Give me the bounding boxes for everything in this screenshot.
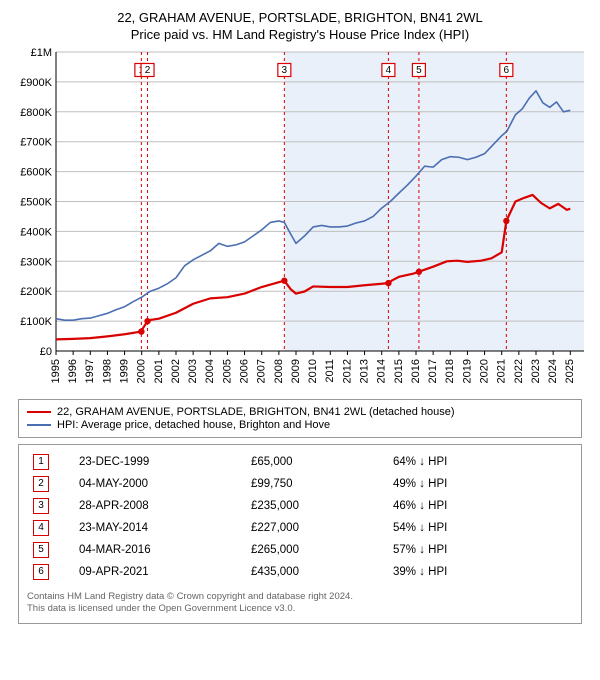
transaction-marker: 3: [33, 498, 49, 514]
legend-item: HPI: Average price, detached house, Brig…: [27, 419, 573, 431]
svg-text:2004: 2004: [204, 359, 216, 383]
svg-text:2023: 2023: [530, 359, 542, 383]
transaction-price: £99,750: [245, 473, 387, 495]
svg-text:£900K: £900K: [20, 77, 52, 89]
svg-text:£700K: £700K: [20, 137, 52, 149]
transaction-price: £227,000: [245, 517, 387, 539]
transaction-vs-hpi: 49% ↓ HPI: [387, 473, 573, 495]
svg-text:1995: 1995: [50, 359, 62, 383]
svg-text:2011: 2011: [324, 359, 336, 383]
svg-text:£1M: £1M: [31, 48, 52, 59]
svg-text:2010: 2010: [307, 359, 319, 383]
transaction-row: 2 04-MAY-2000£99,75049% ↓ HPI: [27, 473, 573, 495]
transaction-date: 04-MAY-2000: [73, 473, 245, 495]
chart-subtitle: Price paid vs. HM Land Registry's House …: [10, 27, 590, 42]
svg-text:2025: 2025: [564, 359, 576, 383]
transaction-vs-hpi: 64% ↓ HPI: [387, 451, 573, 473]
transaction-date: 09-APR-2021: [73, 561, 245, 583]
svg-text:£400K: £400K: [20, 226, 52, 238]
svg-text:2014: 2014: [376, 359, 388, 383]
svg-text:1998: 1998: [101, 359, 113, 383]
transaction-date: 23-MAY-2014: [73, 517, 245, 539]
svg-text:2021: 2021: [496, 359, 508, 383]
transaction-price: £435,000: [245, 561, 387, 583]
svg-text:2006: 2006: [238, 359, 250, 383]
transaction-row: 4 23-MAY-2014£227,00054% ↓ HPI: [27, 517, 573, 539]
transaction-vs-hpi: 46% ↓ HPI: [387, 495, 573, 517]
svg-text:2008: 2008: [273, 359, 285, 383]
price-chart: £0 £100K £200K £300K £400K £500K £600K £700K £80…: [10, 48, 590, 393]
svg-text:4: 4: [386, 65, 392, 76]
transaction-marker: 5: [33, 542, 49, 558]
svg-text:£600K: £600K: [20, 167, 52, 179]
transaction-vs-hpi: 39% ↓ HPI: [387, 561, 573, 583]
svg-text:2009: 2009: [290, 359, 302, 383]
svg-text:£500K: £500K: [20, 197, 52, 209]
svg-text:£300K: £300K: [20, 256, 52, 268]
svg-text:2018: 2018: [444, 359, 456, 383]
transaction-marker: 2: [33, 476, 49, 492]
svg-text:2012: 2012: [341, 359, 353, 383]
svg-text:2020: 2020: [478, 359, 490, 383]
svg-text:2007: 2007: [256, 359, 268, 383]
svg-text:6: 6: [504, 65, 510, 76]
legend-swatch: [27, 424, 51, 426]
svg-text:2003: 2003: [187, 359, 199, 383]
svg-text:2000: 2000: [136, 359, 148, 383]
transaction-price: £65,000: [245, 451, 387, 473]
svg-text:£100K: £100K: [20, 316, 52, 328]
chart-container: 22, GRAHAM AVENUE, PORTSLADE, BRIGHTON, …: [0, 0, 600, 632]
svg-text:3: 3: [282, 65, 288, 76]
svg-text:2005: 2005: [221, 359, 233, 383]
svg-text:2019: 2019: [461, 359, 473, 383]
svg-text:1996: 1996: [67, 359, 79, 383]
transaction-vs-hpi: 57% ↓ HPI: [387, 539, 573, 561]
transaction-row: 1 23-DEC-1999£65,00064% ↓ HPI: [27, 451, 573, 473]
svg-text:1999: 1999: [118, 359, 130, 383]
data-source-note: Contains HM Land Registry data © Crown c…: [27, 591, 573, 615]
transaction-date: 23-DEC-1999: [73, 451, 245, 473]
transaction-date: 04-MAR-2016: [73, 539, 245, 561]
svg-text:2016: 2016: [410, 359, 422, 383]
transaction-price: £265,000: [245, 539, 387, 561]
svg-text:2017: 2017: [427, 359, 439, 383]
chart-title: 22, GRAHAM AVENUE, PORTSLADE, BRIGHTON, …: [10, 10, 590, 25]
transaction-marker: 4: [33, 520, 49, 536]
svg-text:5: 5: [416, 65, 422, 76]
transaction-marker: 1: [33, 454, 49, 470]
svg-text:2013: 2013: [358, 359, 370, 383]
legend-label: 22, GRAHAM AVENUE, PORTSLADE, BRIGHTON, …: [57, 406, 455, 418]
svg-text:2022: 2022: [513, 359, 525, 383]
transaction-row: 6 09-APR-2021£435,00039% ↓ HPI: [27, 561, 573, 583]
svg-text:2002: 2002: [170, 359, 182, 383]
svg-text:1997: 1997: [84, 359, 96, 383]
transactions-table: 1 23-DEC-1999£65,00064% ↓ HPI 2 04-MAY-2000…: [18, 444, 582, 624]
svg-text:£0: £0: [40, 346, 52, 358]
transaction-vs-hpi: 54% ↓ HPI: [387, 517, 573, 539]
transaction-price: £235,000: [245, 495, 387, 517]
svg-text:2015: 2015: [393, 359, 405, 383]
svg-text:£800K: £800K: [20, 107, 52, 119]
svg-text:2024: 2024: [547, 359, 559, 383]
svg-text:2001: 2001: [153, 359, 165, 383]
legend-swatch: [27, 411, 51, 413]
svg-text:2: 2: [145, 65, 151, 76]
legend-label: HPI: Average price, detached house, Brig…: [57, 419, 330, 431]
chart-legend: 22, GRAHAM AVENUE, PORTSLADE, BRIGHTON, …: [18, 399, 582, 438]
transaction-marker: 6: [33, 564, 49, 580]
transaction-row: 3 28-APR-2008£235,00046% ↓ HPI: [27, 495, 573, 517]
transaction-date: 28-APR-2008: [73, 495, 245, 517]
svg-text:£200K: £200K: [20, 286, 52, 298]
transaction-row: 5 04-MAR-2016£265,00057% ↓ HPI: [27, 539, 573, 561]
legend-item: 22, GRAHAM AVENUE, PORTSLADE, BRIGHTON, …: [27, 406, 573, 418]
